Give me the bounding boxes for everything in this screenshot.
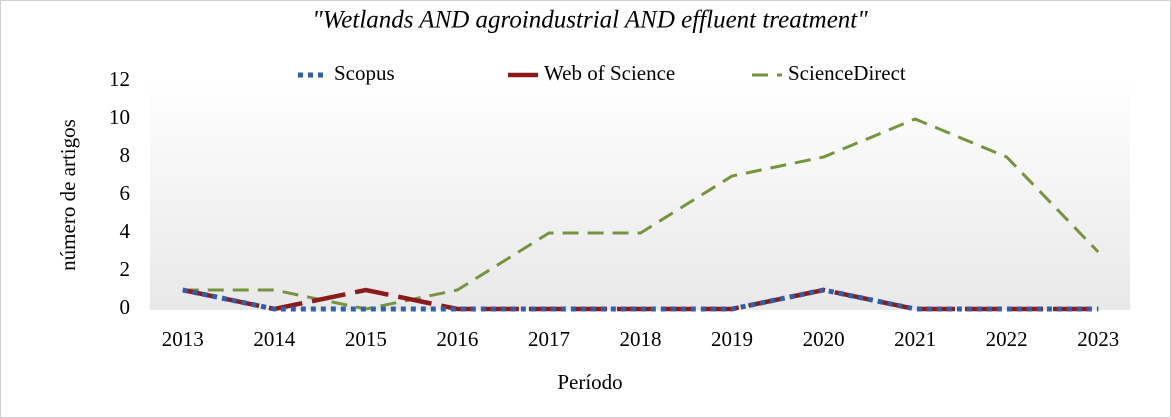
y-tick-label: 8 bbox=[120, 143, 131, 167]
x-tick-label: 2017 bbox=[528, 327, 570, 351]
x-tick-label: 2019 bbox=[711, 327, 753, 351]
y-tick-label: 10 bbox=[109, 105, 130, 129]
y-tick-label: 0 bbox=[120, 295, 131, 319]
x-axis-label: Período bbox=[557, 370, 622, 394]
chart-title: "Wetlands AND agroindustrial AND effluen… bbox=[312, 7, 868, 34]
legend-label: Web of Science bbox=[544, 61, 675, 85]
y-axis-label: número de artigos bbox=[56, 119, 80, 271]
x-tick-label: 2023 bbox=[1077, 327, 1119, 351]
legend-label: ScienceDirect bbox=[788, 61, 906, 85]
x-tick-label: 2018 bbox=[620, 327, 662, 351]
x-tick-label: 2016 bbox=[436, 327, 478, 351]
y-tick-label: 6 bbox=[120, 181, 131, 205]
y-tick-label: 4 bbox=[120, 219, 131, 243]
y-tick-label: 12 bbox=[109, 67, 130, 91]
x-tick-label: 2014 bbox=[253, 327, 296, 351]
x-tick-label: 2022 bbox=[986, 327, 1028, 351]
x-tick-label: 2020 bbox=[803, 327, 845, 351]
y-tick-label: 2 bbox=[120, 257, 131, 281]
x-tick-label: 2015 bbox=[345, 327, 387, 351]
legend-label: Scopus bbox=[334, 61, 395, 85]
plot-area bbox=[150, 78, 1130, 310]
x-tick-label: 2021 bbox=[894, 327, 936, 351]
series-line bbox=[182, 287, 1099, 312]
x-tick-label: 2013 bbox=[162, 327, 204, 351]
series-line bbox=[182, 287, 1099, 312]
series-line bbox=[182, 117, 1100, 311]
